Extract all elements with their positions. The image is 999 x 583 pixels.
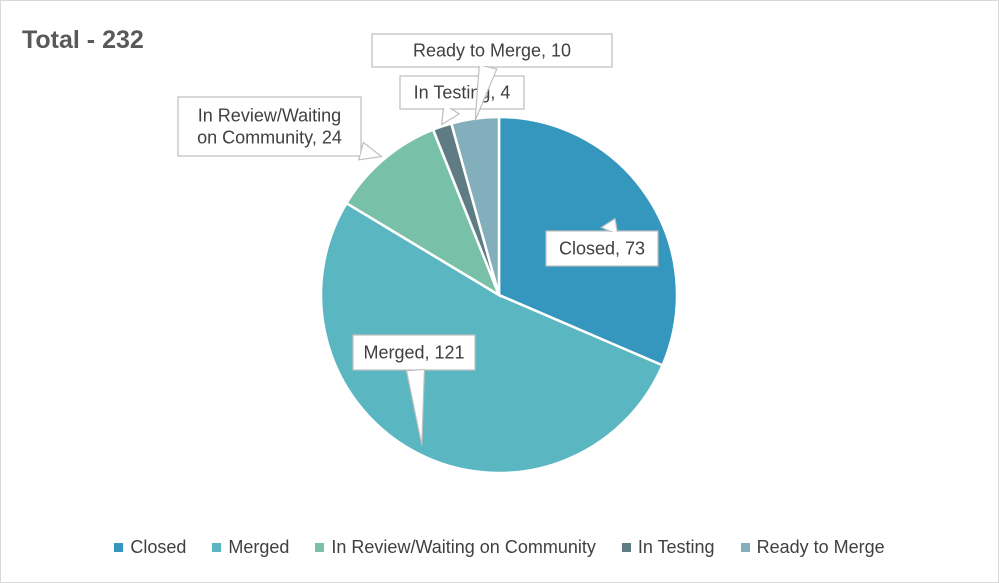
- legend-swatch-in-testing: [621, 543, 631, 552]
- data-label-in-testing: In Testing, 4: [414, 83, 511, 103]
- legend-item-in-testing: In Testing: [621, 537, 715, 558]
- data-label-pointer-ready-to-merge: [474, 64, 498, 121]
- legend-item-merged: Merged: [212, 537, 289, 558]
- data-label-pointer-in-review: [357, 141, 383, 161]
- data-label-pointer-in-testing: [440, 103, 461, 126]
- data-label-fill-closed: [547, 232, 657, 265]
- pie-slice-merged: [319, 201, 665, 475]
- legend-label-merged: Merged: [228, 537, 290, 557]
- legend-swatch-closed: [114, 543, 124, 552]
- data-label-ready-to-merge: Ready to Merge, 10: [413, 41, 571, 61]
- legend-swatch-merged: [212, 543, 222, 552]
- legend-label-ready-to-merge: Ready to Merge: [756, 537, 885, 557]
- data-label-closed: Closed, 73: [559, 239, 645, 259]
- legend-swatch-ready-to-merge: [740, 543, 750, 552]
- data-label-in-review: In Review/Waiting on Community, 24: [197, 106, 342, 148]
- data-label-fill-merged: [354, 336, 474, 369]
- legend-label-in-testing: In Testing: [637, 537, 715, 557]
- data-label-pointer-merged: [405, 368, 426, 446]
- data-label-fill-in-review: [179, 98, 360, 155]
- legend-label-closed: Closed: [130, 537, 187, 557]
- data-label-pointer-closed: [600, 217, 619, 236]
- legend-item-closed: Closed: [114, 537, 186, 558]
- chart-legend: Closed Merged In Review/Waiting on Commu…: [0, 537, 999, 558]
- data-label-merged: Merged, 121: [363, 343, 464, 363]
- legend-item-ready-to-merge: Ready to Merge: [740, 537, 885, 558]
- legend-label-in-review: In Review/Waiting on Community: [331, 537, 596, 557]
- legend-item-in-review: In Review/Waiting on Community: [315, 537, 596, 558]
- data-label-fill-in-testing: [401, 77, 523, 108]
- legend-swatch-in-review: [315, 543, 325, 552]
- data-label-fill-ready-to-merge: [373, 35, 611, 66]
- chart-title: Total - 232: [22, 26, 144, 54]
- pie-slice-in-review: [344, 128, 502, 298]
